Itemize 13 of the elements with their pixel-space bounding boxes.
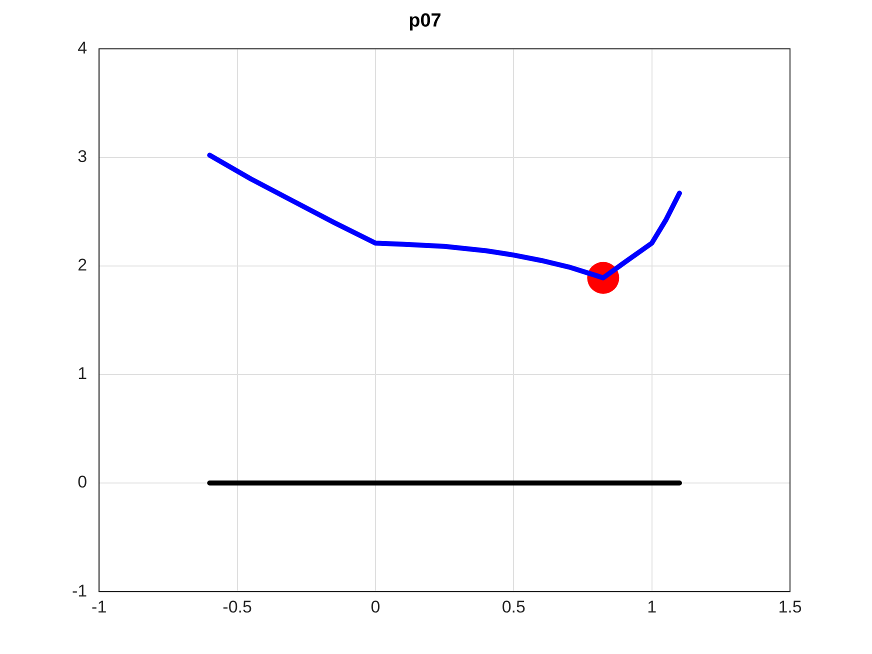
chart-title: p07 (408, 10, 442, 32)
x-tick-label: 1 (647, 597, 657, 616)
x-tick-label: 1.5 (778, 597, 802, 616)
y-tick-label: -1 (72, 581, 88, 600)
y-tick-label: 1 (78, 364, 88, 384)
y-tick-label: 0 (78, 472, 88, 492)
x-tick-label: -1 (92, 597, 107, 616)
x-tick-label: 0 (370, 597, 380, 616)
x-tick-label: -0.5 (222, 597, 252, 616)
x-tick-label: 0.5 (502, 597, 526, 616)
y-tick-label: 3 (78, 147, 88, 166)
y-tick-label: 4 (78, 38, 88, 58)
y-tick-label: 2 (78, 256, 88, 275)
